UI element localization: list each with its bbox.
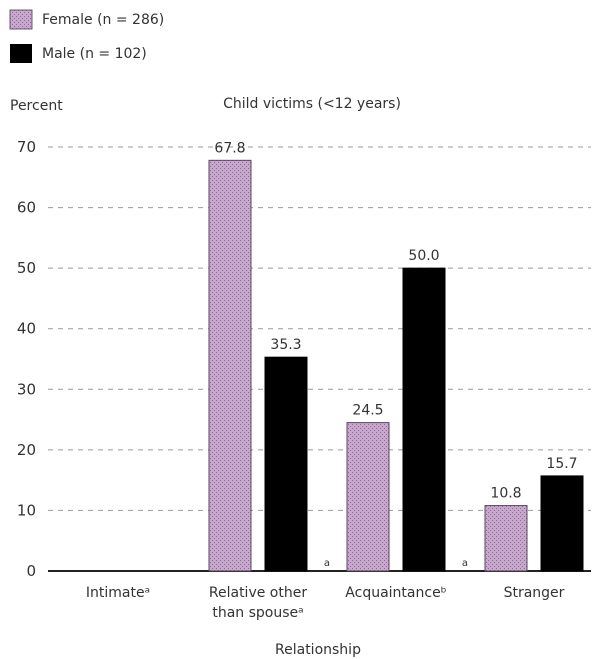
bar-female [484,505,528,572]
footnote-mark: a [324,558,330,569]
y-tick-label: 40 [17,320,36,338]
data-label: 24.5 [352,403,383,419]
bar-male [402,267,446,572]
category-label: than spouseᵃ [212,605,303,621]
y-tick-label: 20 [17,441,36,459]
bar-female [346,422,390,572]
legend-swatch-female [9,9,33,30]
category-labels: Intimateᵃ Relative other than spouseᵃ Acqua… [86,585,565,621]
y-tick-label: 10 [17,501,36,519]
legend-swatch-male [10,44,32,63]
category-label: Intimateᵃ [86,585,150,601]
y-tick-label: 30 [17,380,36,398]
y-tick-label: 50 [17,259,36,277]
y-tick-labels: 0 10 20 30 40 50 60 70 [17,138,36,580]
chart-title: Child victims (<12 years) [223,96,401,112]
category-label: Relative other [209,585,307,601]
footnote-mark: a [462,558,468,569]
y-tick-label: 0 [26,562,36,580]
data-label: 10.8 [490,486,521,502]
legend: Female (n = 286) Male (n = 102) [9,9,164,63]
x-axis-title: Relationship [275,642,361,658]
y-tick-label: 70 [17,138,36,156]
data-label: 67.8 [214,140,245,156]
category-label: Acquaintanceᵇ [345,585,446,601]
data-label: 35.3 [270,337,301,353]
y-tick-label: 60 [17,199,36,217]
y-axis-title: Percent [10,98,63,114]
legend-label-female: Female (n = 286) [42,12,164,28]
category-label: Stranger [504,585,565,601]
bar-male [540,475,584,572]
data-label: 15.7 [546,456,577,472]
legend-label-male: Male (n = 102) [42,46,147,62]
bar-female [208,159,252,572]
data-label: 50.0 [408,248,439,264]
bar-male [264,356,308,572]
data-labels: 67.8 24.5 10.8 35.3 50.0 15.7 [214,140,577,501]
gridlines [48,146,591,511]
bars [208,159,584,572]
